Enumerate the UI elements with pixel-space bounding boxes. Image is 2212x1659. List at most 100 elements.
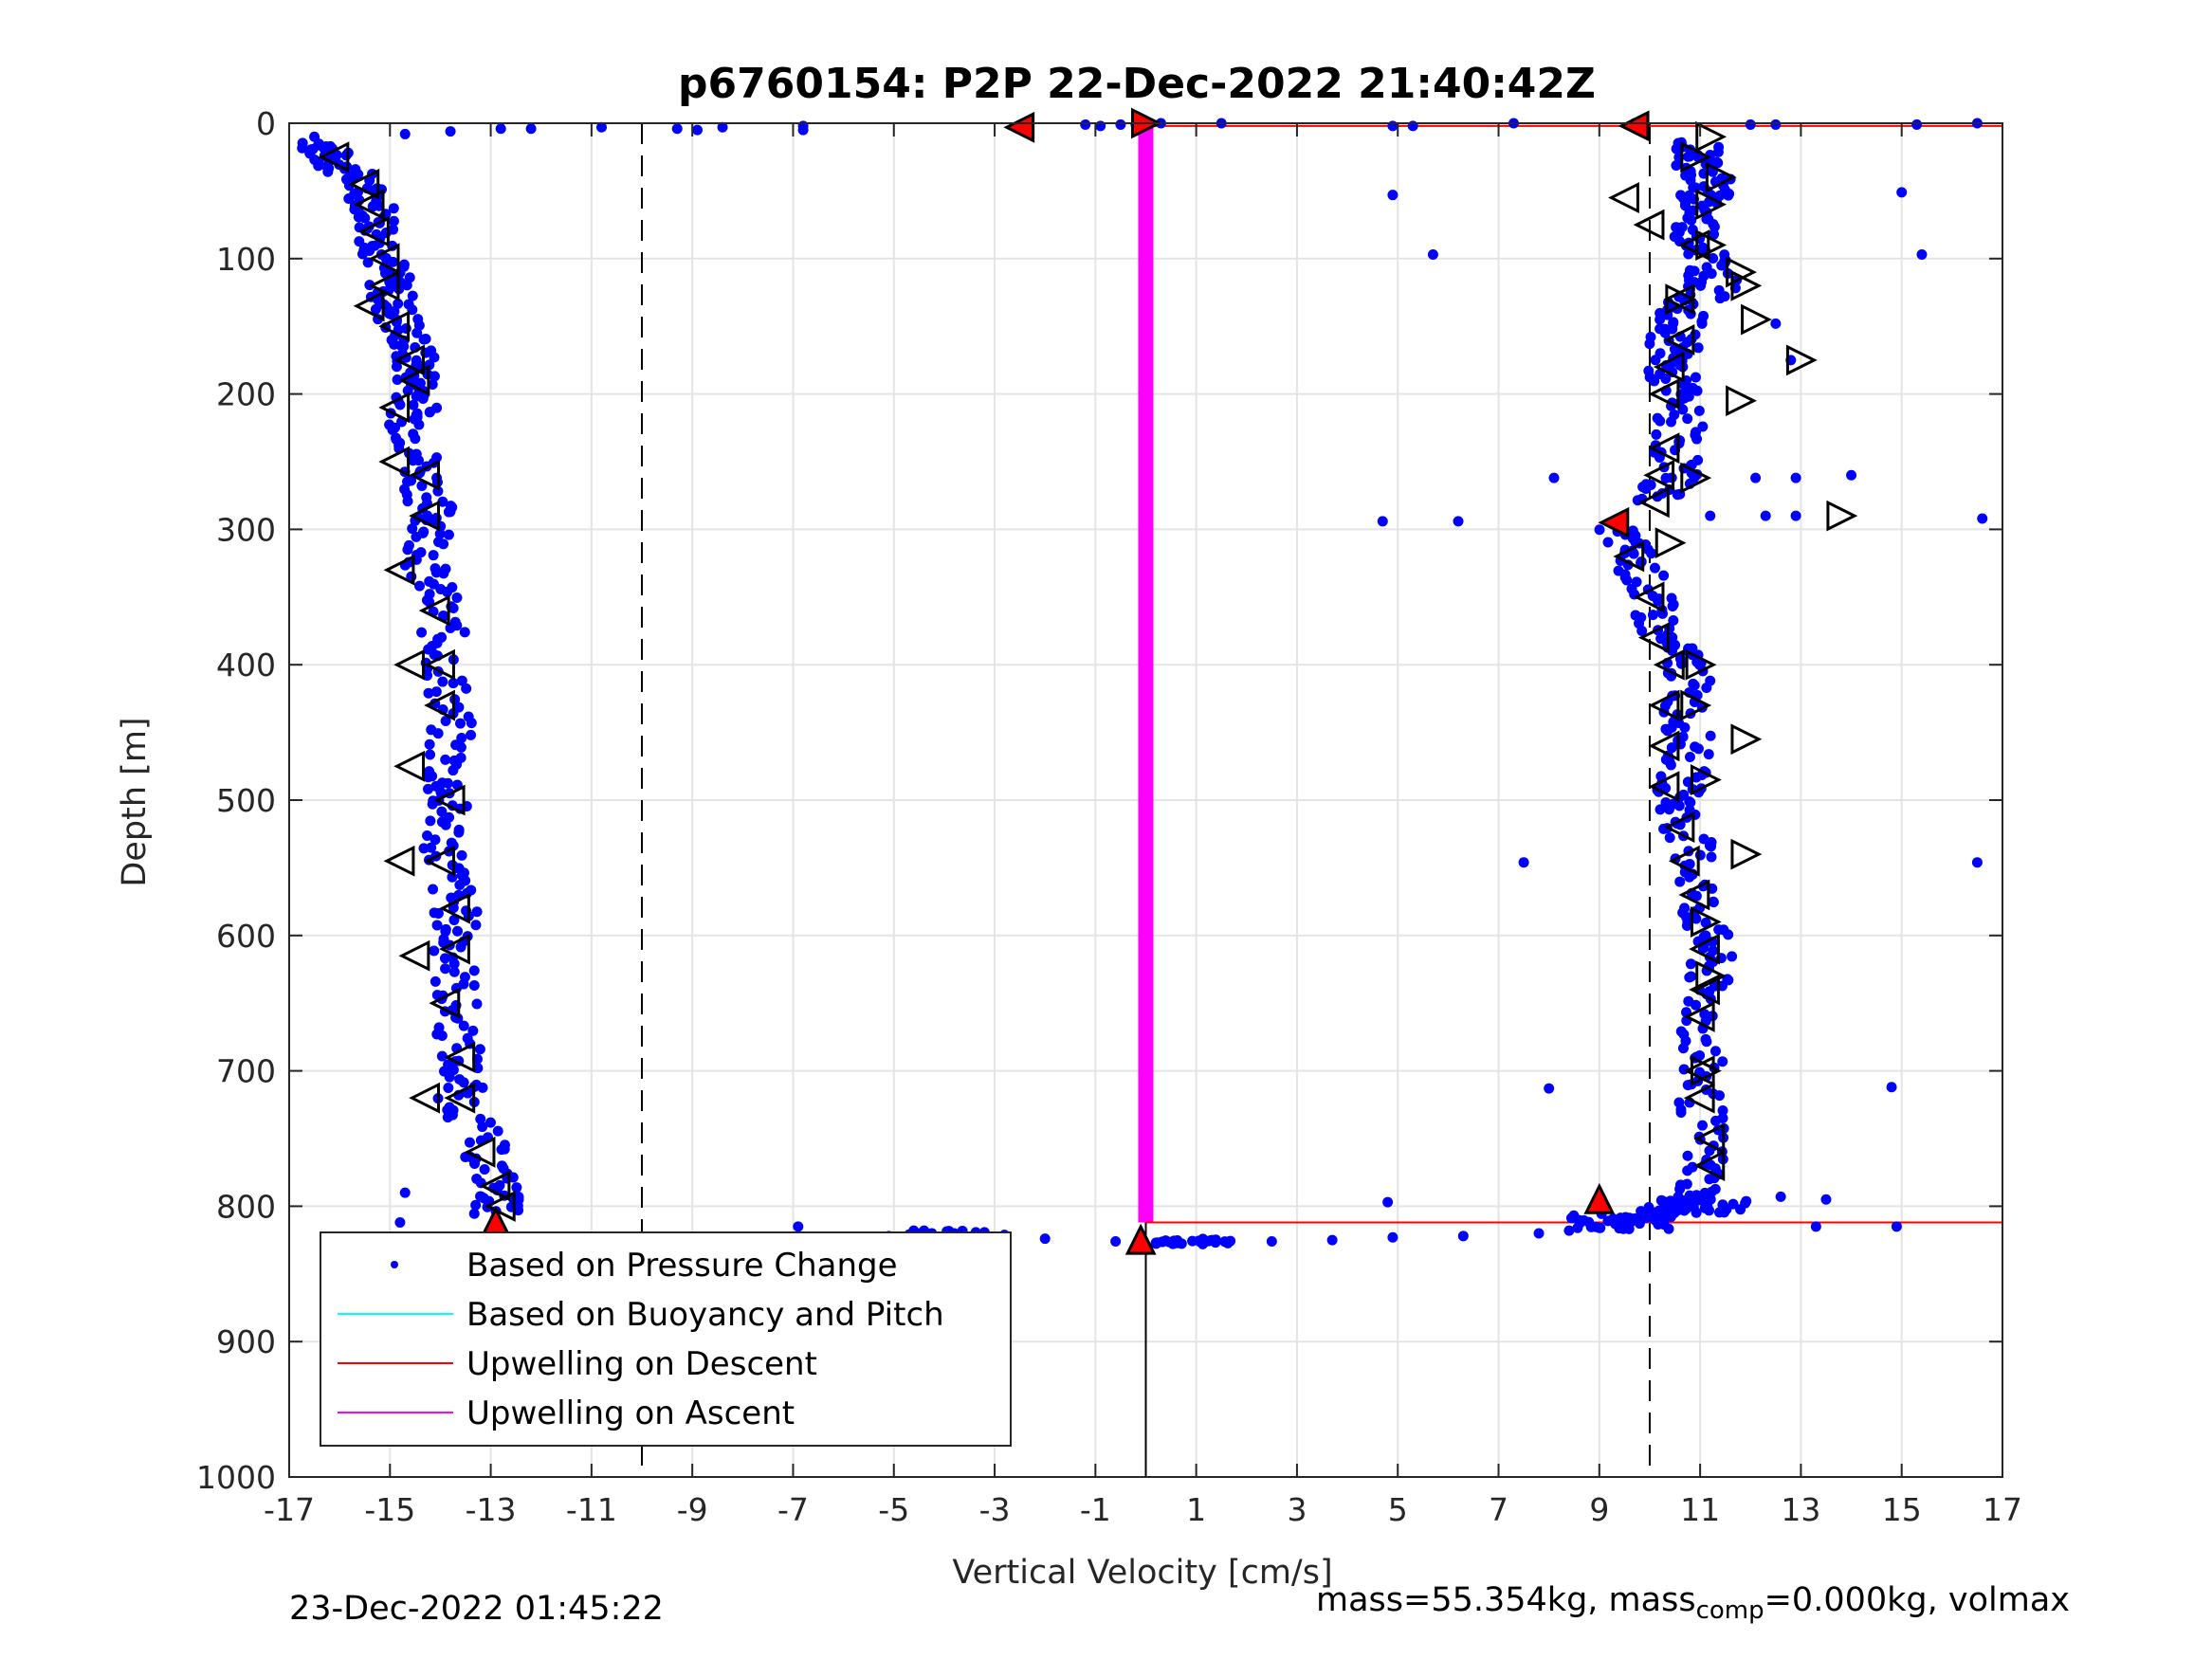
y-tick-label: 900 <box>216 1323 276 1360</box>
triangle-marker <box>1665 283 1697 316</box>
data-point <box>1640 483 1652 494</box>
data-point <box>1675 1107 1687 1119</box>
data-point <box>1694 849 1706 861</box>
data-point <box>313 160 324 172</box>
data-point <box>1080 118 1091 130</box>
data-point <box>1632 495 1643 506</box>
data-point <box>430 686 442 698</box>
data-point <box>1704 1145 1715 1157</box>
data-point <box>428 550 439 561</box>
triangle-marker <box>383 845 415 877</box>
data-point <box>1686 214 1697 226</box>
data-point <box>1563 1225 1575 1236</box>
data-point <box>1387 1231 1398 1243</box>
triangle-marker <box>1693 1150 1726 1181</box>
triangle-marker <box>1695 189 1728 221</box>
data-point <box>793 1221 804 1232</box>
data-point <box>1714 293 1726 304</box>
data-point <box>387 424 398 435</box>
footer-mass-suffix: =0.000kg, volmax <box>1764 1581 2070 1619</box>
data-point <box>1667 1204 1678 1215</box>
data-point <box>411 531 422 542</box>
data-point <box>1651 428 1662 440</box>
data-point <box>423 772 434 783</box>
data-point <box>429 371 440 382</box>
triangle-marker <box>368 243 400 275</box>
data-point <box>1691 999 1702 1011</box>
data-point <box>435 787 447 798</box>
x-tick-label: -15 <box>364 1491 415 1528</box>
data-point <box>464 1137 475 1148</box>
data-point <box>1708 253 1719 264</box>
data-point <box>1690 182 1701 193</box>
triangle-marker <box>1690 906 1722 938</box>
footer-timestamp: 23-Dec-2022 01:45:22 <box>289 1590 664 1628</box>
data-point <box>425 749 436 760</box>
data-point <box>408 399 419 410</box>
footer-mass-info: mass=55.354kg, masscomp=0.000kg, volmax <box>1316 1581 2070 1625</box>
triangle-marker <box>1648 730 1680 762</box>
data-point <box>1714 1090 1726 1102</box>
data-point <box>1594 524 1605 536</box>
data-point <box>1775 1191 1786 1202</box>
triangle-marker <box>368 269 400 301</box>
triangle-marker <box>353 290 385 322</box>
data-point <box>356 248 368 260</box>
data-point <box>440 819 451 830</box>
triangle-marker <box>1685 648 1717 681</box>
data-point <box>1602 1215 1614 1227</box>
data-point <box>1662 725 1673 737</box>
data-point <box>1691 433 1703 445</box>
data-point <box>430 975 441 987</box>
data-point <box>525 123 537 135</box>
triangle-marker <box>1653 351 1685 383</box>
x-tick-label: -1 <box>1080 1491 1111 1528</box>
triangle-marker <box>393 750 426 782</box>
data-point <box>1684 151 1695 162</box>
data-point <box>1382 1196 1394 1208</box>
x-tick-label: 17 <box>1983 1491 2022 1528</box>
triangle-marker <box>1680 462 1712 494</box>
x-tick-label: 15 <box>1882 1491 1922 1528</box>
x-tick-label: 9 <box>1589 1491 1609 1528</box>
triangle-marker <box>398 939 430 972</box>
data-point <box>476 1191 487 1202</box>
triangle-marker <box>348 168 380 200</box>
data-point <box>1714 1207 1726 1218</box>
data-point <box>417 392 429 404</box>
triangle-marker <box>409 459 440 491</box>
x-tick-label: -9 <box>677 1491 708 1528</box>
data-point <box>1691 890 1702 902</box>
legend-label: Based on Buoyancy and Pitch <box>466 1296 944 1334</box>
data-point <box>1636 625 1648 636</box>
data-point <box>1657 608 1669 619</box>
data-point <box>425 815 436 827</box>
data-point <box>470 920 482 931</box>
data-point <box>1675 658 1687 669</box>
data-point <box>471 998 483 1010</box>
data-point <box>1684 871 1695 883</box>
triangle-marker <box>1730 838 1763 870</box>
data-point <box>1655 1194 1667 1206</box>
data-point <box>436 806 448 817</box>
y-tick-label: 1000 <box>196 1459 276 1496</box>
x-tick-label: 11 <box>1680 1491 1720 1528</box>
data-point <box>432 908 444 920</box>
data-point <box>513 1205 524 1216</box>
data-point <box>444 1071 455 1083</box>
data-point <box>596 121 608 133</box>
data-point <box>1457 1231 1469 1242</box>
data-point <box>471 906 483 918</box>
x-tick-label: 1 <box>1186 1491 1206 1528</box>
data-point <box>468 979 480 991</box>
triangle-marker <box>433 784 466 816</box>
data-point <box>1705 510 1716 521</box>
x-tick-label: 13 <box>1781 1491 1820 1528</box>
data-point <box>309 131 320 142</box>
data-point <box>428 884 439 895</box>
data-point <box>455 718 466 729</box>
data-point <box>436 1050 448 1062</box>
triangle-marker <box>1689 933 1720 965</box>
data-point <box>343 193 355 205</box>
